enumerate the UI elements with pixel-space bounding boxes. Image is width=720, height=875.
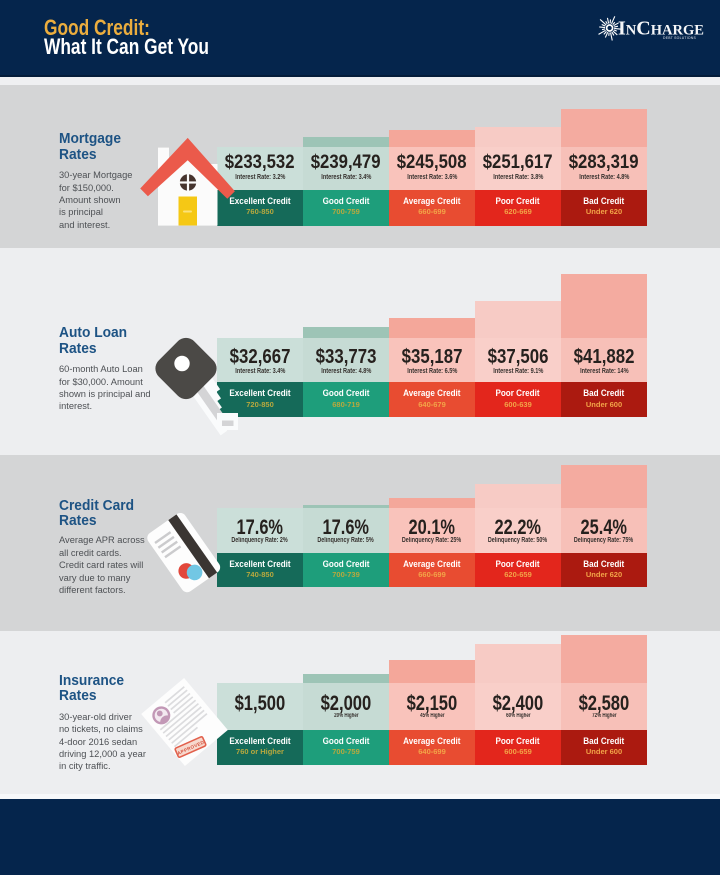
- svg-text:INCHARGE: INCHARGE: [618, 18, 704, 40]
- svg-text:DEBT SOLUTIONS: DEBT SOLUTIONS: [663, 36, 697, 40]
